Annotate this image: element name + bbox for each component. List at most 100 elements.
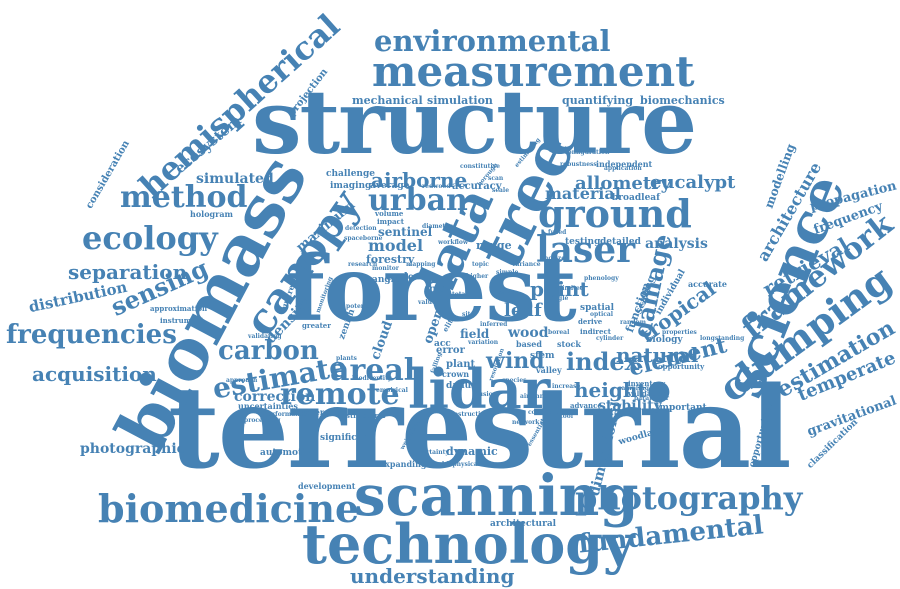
- word-biodiversity: biodiversity: [352, 375, 392, 382]
- word-photographic: photographic: [80, 441, 186, 457]
- word-expanding: expanding: [380, 459, 427, 469]
- word-accuracy: accuracy: [452, 181, 502, 192]
- word-technology: technology: [302, 512, 635, 576]
- word-variation: variation: [468, 339, 499, 346]
- word-point: point: [530, 277, 589, 301]
- word-validation: validation: [628, 389, 668, 398]
- word-uncertainty: uncertainty: [410, 449, 449, 456]
- word-scale: scale: [492, 187, 510, 194]
- word-forestry: forestry: [366, 253, 415, 266]
- word-workflow: workflow: [438, 239, 469, 246]
- word-eucalypt: eucalypt: [650, 172, 736, 193]
- word-biomedicine: biomedicine: [98, 486, 360, 531]
- word-significant: significant: [320, 433, 374, 443]
- word-potential: potential: [346, 303, 377, 310]
- word-higher: higher: [466, 273, 489, 280]
- word-average: average: [370, 181, 410, 191]
- word-carbon: carbon: [218, 336, 319, 366]
- word-ground: ground: [538, 191, 692, 236]
- word-robustness: robustness: [560, 161, 597, 168]
- word-monitor: monitor: [372, 265, 399, 272]
- word-challenge: challenge: [326, 169, 375, 179]
- word-range: range: [476, 239, 512, 252]
- word-empirical: empirical: [376, 387, 408, 394]
- word-scanning: scanning: [354, 463, 639, 529]
- word-wood: wood: [508, 325, 549, 341]
- word-analysis: analysis: [645, 236, 708, 252]
- word-remote: remote: [280, 377, 400, 412]
- word-detailed: detailed: [600, 237, 641, 247]
- word-reference: reference: [302, 407, 345, 417]
- word-wind: wind: [486, 348, 545, 374]
- word-biomechanics: biomechanics: [640, 94, 725, 107]
- word-valley: valley: [536, 365, 562, 375]
- word-performance: performance: [264, 411, 307, 418]
- word-species: species: [502, 377, 527, 384]
- word-mechanical: mechanical: [352, 94, 423, 107]
- word-airborne: airborne: [371, 168, 468, 192]
- word-testing: testing: [565, 237, 601, 247]
- word-sentinel: sentinel: [378, 225, 433, 239]
- word-opportunity: opportunity: [658, 362, 705, 371]
- word-separation: separation: [68, 260, 188, 284]
- word-plants: plants: [336, 355, 357, 362]
- word-processing: processing: [244, 417, 281, 424]
- word-variance: variance: [512, 261, 541, 268]
- word-mapping: mapping: [406, 261, 436, 268]
- word-correction: correction: [234, 389, 316, 405]
- word-research: research: [348, 261, 378, 268]
- word-allometry: allometry: [575, 173, 672, 194]
- word-sampling: sampling: [618, 385, 649, 392]
- word-measurement: measurement: [372, 47, 695, 96]
- word-photography: photography: [575, 479, 803, 517]
- word-random: random: [620, 319, 646, 326]
- word-greater: greater: [302, 321, 331, 330]
- word-spaceborne: spaceborne: [344, 235, 383, 242]
- word-terrestrial: terrestrial: [168, 363, 792, 494]
- word-ecology: ecology: [82, 219, 218, 257]
- word-error: error: [436, 345, 465, 356]
- word-optical: optical: [590, 311, 614, 318]
- word-urban: urban: [368, 183, 468, 218]
- word-instrument: instrument: [160, 316, 204, 325]
- word-plot: plot: [429, 284, 452, 295]
- word-single: single: [548, 295, 569, 302]
- word-structure: structure: [252, 70, 697, 174]
- word-based: based: [516, 339, 542, 349]
- word-acc: acc: [434, 339, 451, 349]
- word-crop: crop: [540, 419, 556, 426]
- word-indirect: indirect: [580, 327, 611, 336]
- word-imaging: imaging: [330, 181, 372, 191]
- word-detection: detection: [345, 225, 377, 232]
- word-danum: danum: [446, 381, 481, 391]
- word-field: field: [460, 327, 490, 341]
- word-leaf: leaf: [504, 300, 542, 321]
- word-leaves: leaves: [496, 289, 517, 296]
- word-cylinder: cylinder: [596, 335, 624, 342]
- word-impact: impact: [377, 217, 404, 226]
- word-site: site: [462, 311, 475, 318]
- word-natural: natural: [616, 343, 699, 367]
- word-material: material: [545, 184, 621, 203]
- word-approach: approach: [226, 377, 258, 384]
- word-architectural: architectural: [490, 519, 557, 529]
- word-frequencies: frequencies: [6, 320, 177, 350]
- word-stem: stem: [530, 351, 555, 361]
- word-model: model: [368, 236, 424, 255]
- word-important: important: [656, 403, 707, 413]
- word-inferred: inferred: [480, 321, 508, 328]
- word-value: value: [418, 299, 436, 306]
- word-volume: volume: [375, 209, 404, 218]
- word-laser: laser: [536, 229, 636, 271]
- word-limited: limited: [560, 285, 584, 292]
- word-validating: validating: [248, 333, 282, 340]
- word-application: application: [604, 165, 642, 172]
- word-lidar: lidar: [408, 357, 551, 421]
- word-diameter: diameter: [422, 223, 453, 230]
- word-development: development: [298, 481, 356, 491]
- word-hologram: hologram: [190, 209, 233, 219]
- word-height: height: [574, 378, 647, 402]
- word-phenology: phenology: [584, 275, 619, 282]
- word-forest: forest: [286, 236, 577, 342]
- word-simple: simple: [496, 269, 519, 276]
